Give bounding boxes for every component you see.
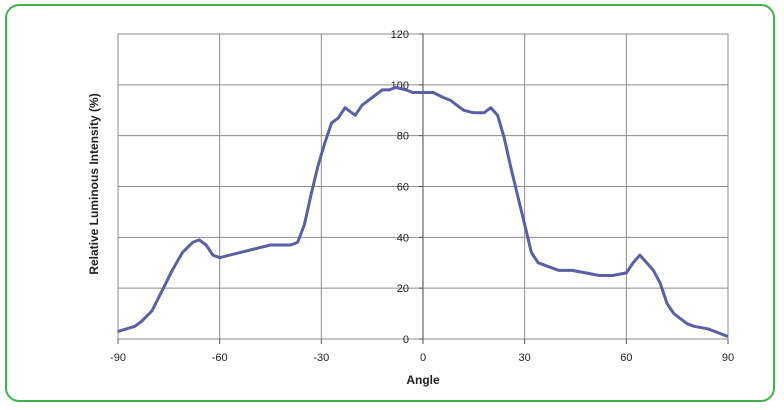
chart-frame (5, 4, 775, 402)
y-tick-label: 60 (397, 182, 409, 194)
grid-lines (117, 33, 729, 344)
intensity-series-line (117, 85, 729, 338)
x-tick-label: -30 (313, 352, 329, 364)
x-tick-label: 90 (722, 352, 734, 364)
x-axis-label: Angle (406, 373, 440, 387)
x-tick-label: 0 (420, 352, 426, 364)
y-axis-label: Relative Luminous Intensity (%) (87, 93, 101, 274)
x-tick-label: 60 (620, 352, 632, 364)
x-tick-label: -90 (110, 352, 126, 364)
y-tick-label: 20 (397, 283, 409, 295)
x-tick-label: -60 (212, 352, 228, 364)
y-tick-label: 0 (403, 334, 409, 346)
y-tick-label: 120 (391, 29, 409, 41)
y-tick-label: 80 (397, 131, 409, 143)
x-tick-label: 30 (519, 352, 531, 364)
y-tick-label: 40 (397, 232, 409, 244)
